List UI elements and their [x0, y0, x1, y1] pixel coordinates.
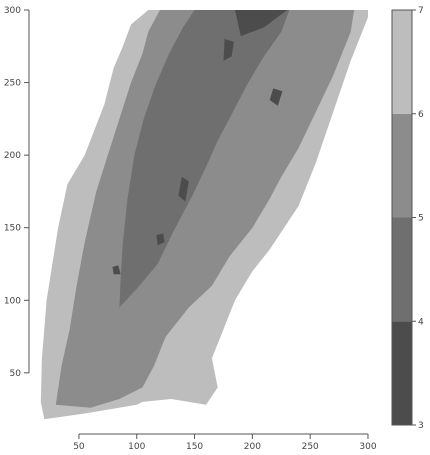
contour-region-level-5 — [55, 10, 355, 408]
colorbar-band-5-6 — [392, 113, 412, 218]
colorbar-band-6-7 — [392, 10, 412, 114]
contour-region-level-3 — [269, 88, 283, 106]
y-tick-label: 300 — [4, 6, 21, 16]
contour-region-level-4 — [119, 10, 290, 308]
colorbar-tick-label: 7 — [418, 6, 424, 16]
colorbar-legend: 3 4 5 6 7 — [391, 6, 424, 431]
y-axis: 50 100 150 200 250 300 — [4, 6, 30, 379]
colorbar-tick-label: 5 — [418, 214, 424, 224]
y-tick-label: 250 — [4, 79, 21, 89]
y-tick-label: 50 — [10, 369, 22, 379]
colorbar-tick-label: 3 — [418, 421, 424, 431]
contour-region-level-3 — [156, 233, 165, 246]
contour-region-level-3 — [112, 265, 121, 275]
x-tick-label: 250 — [302, 442, 319, 452]
colorbar-band-4-5 — [392, 217, 412, 322]
y-tick-label: 100 — [4, 296, 21, 306]
colorbar-band-3-4 — [392, 321, 412, 425]
x-tick-label: 100 — [128, 442, 145, 452]
y-tick-label: 150 — [4, 224, 21, 234]
contour-region-level-3 — [223, 39, 234, 61]
colorbar-tick-label: 6 — [418, 110, 424, 120]
x-tick-label: 300 — [359, 442, 376, 452]
colorbar-tick-label: 4 — [418, 317, 424, 327]
contour-region-level-3 — [235, 10, 288, 37]
x-tick-label: 150 — [186, 442, 203, 452]
x-tick-label: 200 — [244, 442, 261, 452]
y-tick-label: 200 — [4, 151, 21, 161]
x-tick-label: 50 — [73, 442, 85, 452]
x-axis: 50 100 150 200 250 300 — [73, 433, 377, 452]
plot-area — [40, 10, 369, 420]
contour-region-level-3 — [178, 176, 189, 202]
